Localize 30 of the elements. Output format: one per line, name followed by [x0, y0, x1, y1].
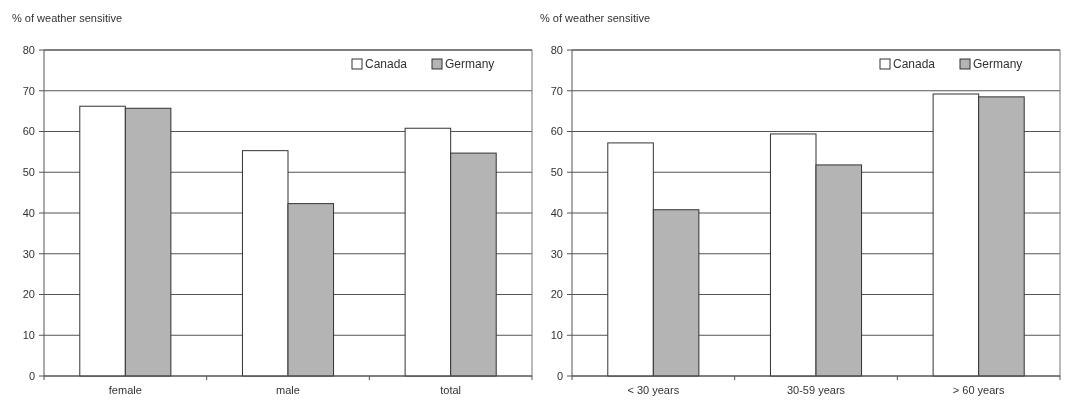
- y-tick-label: 0: [556, 369, 563, 382]
- y-axis-title: % of weather sensitive: [12, 12, 123, 24]
- y-tick-label: 50: [550, 166, 563, 179]
- y-axis-title: % of weather sensitive: [540, 12, 651, 24]
- y-tick-label: 40: [550, 206, 563, 219]
- x-tick-label: > 60 years: [952, 384, 1005, 396]
- legend-label: Canada: [893, 57, 936, 72]
- y-tick-label: 60: [550, 125, 563, 138]
- y-tick-label: 60: [22, 125, 35, 138]
- legend-label: Germany: [973, 57, 1023, 72]
- y-tick-label: 10: [22, 329, 35, 342]
- x-tick-label: female: [108, 384, 142, 396]
- legend-label: Germany: [445, 57, 495, 72]
- y-tick-label: 30: [550, 247, 563, 260]
- y-tick-label: 0: [28, 369, 35, 382]
- x-tick-label: 30-59 years: [786, 384, 846, 396]
- x-tick-label: total: [440, 384, 462, 396]
- y-tick-label: 80: [22, 43, 35, 56]
- y-tick-label: 20: [22, 288, 35, 301]
- y-tick-label: 20: [550, 288, 563, 301]
- y-tick-label: 80: [550, 43, 563, 56]
- y-tick-label: 70: [22, 84, 35, 97]
- y-tick-label: 40: [22, 206, 35, 219]
- y-tick-label: 50: [22, 166, 35, 179]
- y-tick-label: 10: [550, 329, 563, 342]
- x-tick-label: < 30 years: [627, 384, 680, 396]
- y-tick-label: 30: [22, 247, 35, 260]
- y-tick-label: 70: [550, 84, 563, 97]
- x-tick-label: male: [276, 384, 300, 396]
- legend-label: Canada: [365, 57, 408, 72]
